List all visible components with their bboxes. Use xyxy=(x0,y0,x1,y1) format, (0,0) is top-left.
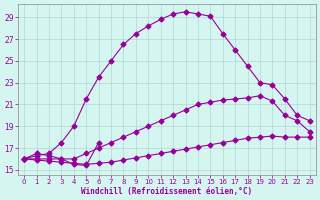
X-axis label: Windchill (Refroidissement éolien,°C): Windchill (Refroidissement éolien,°C) xyxy=(81,187,252,196)
